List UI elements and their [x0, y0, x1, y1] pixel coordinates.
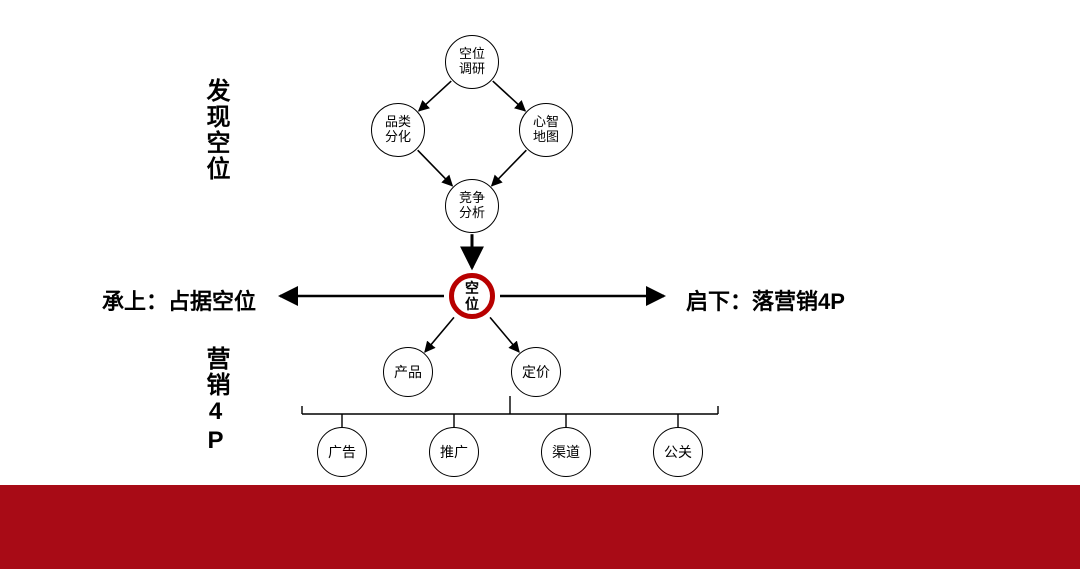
node-label: 渠道 [552, 444, 580, 460]
caption-left: 承上：占据空位 [102, 284, 256, 316]
node-research: 空位调研 [445, 35, 499, 89]
node-label: 公关 [664, 444, 692, 460]
node-product: 产品 [383, 347, 433, 397]
footer-bar [0, 485, 1080, 569]
section-label-4p: 营销4P [198, 346, 233, 456]
node-category: 品类分化 [371, 103, 425, 157]
section-label-discover: 发现空位 [198, 78, 233, 182]
node-mindmap: 心智地图 [519, 103, 573, 157]
caption-text: 承上：占据空位 [102, 289, 256, 314]
node-label: 推广 [440, 444, 468, 460]
section-label-text: 营销4P [202, 346, 229, 456]
node-label: 竞争分析 [459, 191, 485, 221]
node-pr: 公关 [653, 427, 703, 477]
node-advert: 广告 [317, 427, 367, 477]
diagram-canvas: 空位调研 品类分化 心智地图 竞争分析 空位 产品 定价 广告 推广 渠道 公关… [0, 0, 1080, 569]
caption-text: 启下：落营销4P [686, 289, 845, 314]
node-price: 定价 [511, 347, 561, 397]
node-label: 产品 [394, 364, 422, 380]
node-label: 空位 [465, 280, 479, 312]
node-channel: 渠道 [541, 427, 591, 477]
node-label: 广告 [328, 444, 356, 460]
node-competition: 竞争分析 [445, 179, 499, 233]
node-promote: 推广 [429, 427, 479, 477]
node-label: 品类分化 [385, 115, 411, 145]
node-position-center: 空位 [449, 273, 495, 319]
node-label: 定价 [522, 364, 550, 380]
caption-right: 启下：落营销4P [686, 284, 845, 316]
node-label: 心智地图 [533, 115, 559, 145]
node-label: 空位调研 [459, 47, 485, 77]
section-label-text: 发现空位 [202, 78, 229, 182]
